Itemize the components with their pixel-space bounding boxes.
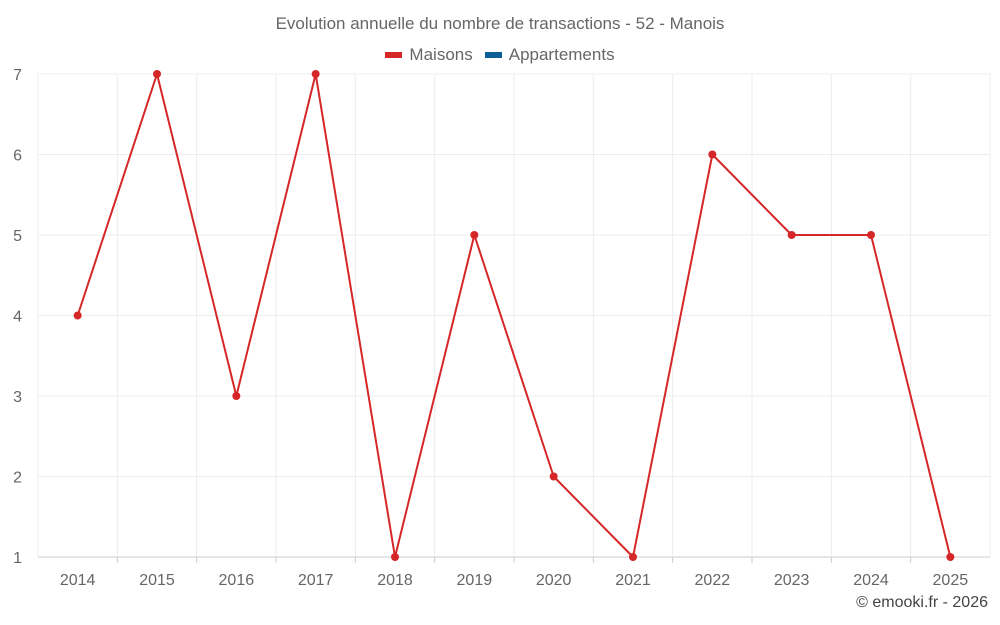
chart-title: Evolution annuelle du nombre de transact…: [275, 14, 725, 33]
data-point-maisons-2018: [391, 553, 399, 561]
data-point-maisons-2016: [232, 392, 241, 400]
legend-label-appartements: Appartements: [508, 45, 615, 64]
y-tick-label-2: 2: [13, 470, 22, 487]
data-point-maisons-2022: [708, 150, 717, 159]
legend: Maisons Appartements: [0, 45, 1000, 65]
y-tick-label-4: 4: [13, 309, 22, 326]
data-point-maisons-2015: [153, 70, 161, 78]
y-tick-label-1: 1: [13, 550, 22, 567]
x-tick-label-2015: 2015: [139, 572, 175, 589]
data-point-maisons-2017: [311, 70, 320, 78]
legend-item-maisons[interactable]: Maisons: [385, 45, 473, 65]
x-tick-label-2020: 2020: [536, 572, 572, 589]
data-point-maisons-2014: [73, 311, 82, 320]
y-tick-label-6: 6: [13, 148, 22, 165]
legend-item-appartements[interactable]: Appartements: [484, 45, 615, 65]
data-point-maisons-2020: [549, 472, 558, 481]
x-tick-label-2022: 2022: [695, 572, 731, 589]
data-point-maisons-2024: [867, 231, 875, 239]
series-line-maisons: [76, 73, 952, 558]
x-tick-label-2018: 2018: [377, 572, 413, 589]
legend-swatch-maisons: [385, 52, 403, 58]
x-tick-label-2024: 2024: [853, 572, 889, 589]
x-tick-label-2023: 2023: [774, 572, 810, 589]
x-tick-label-2016: 2016: [219, 572, 255, 589]
data-point-maisons-2019: [470, 231, 479, 239]
data-point-maisons-2021: [629, 553, 637, 561]
y-tick-label-7: 7: [13, 67, 22, 84]
x-tick-label-2014: 2014: [60, 572, 96, 589]
x-tick-label-2025: 2025: [933, 572, 969, 589]
x-tick-label-2017: 2017: [298, 572, 334, 589]
data-point-maisons-2025: [946, 553, 955, 561]
x-tick-label-2019: 2019: [457, 572, 493, 589]
x-tick-label-2021: 2021: [615, 572, 651, 589]
data-point-maisons-2023: [787, 231, 796, 239]
legend-swatch-appartements: [484, 52, 502, 58]
y-tick-label-5: 5: [13, 228, 22, 245]
copyright-credit: © emooki.fr - 2026: [856, 594, 988, 611]
y-tick-label-3: 3: [13, 389, 22, 406]
legend-label-maisons: Maisons: [409, 45, 473, 64]
